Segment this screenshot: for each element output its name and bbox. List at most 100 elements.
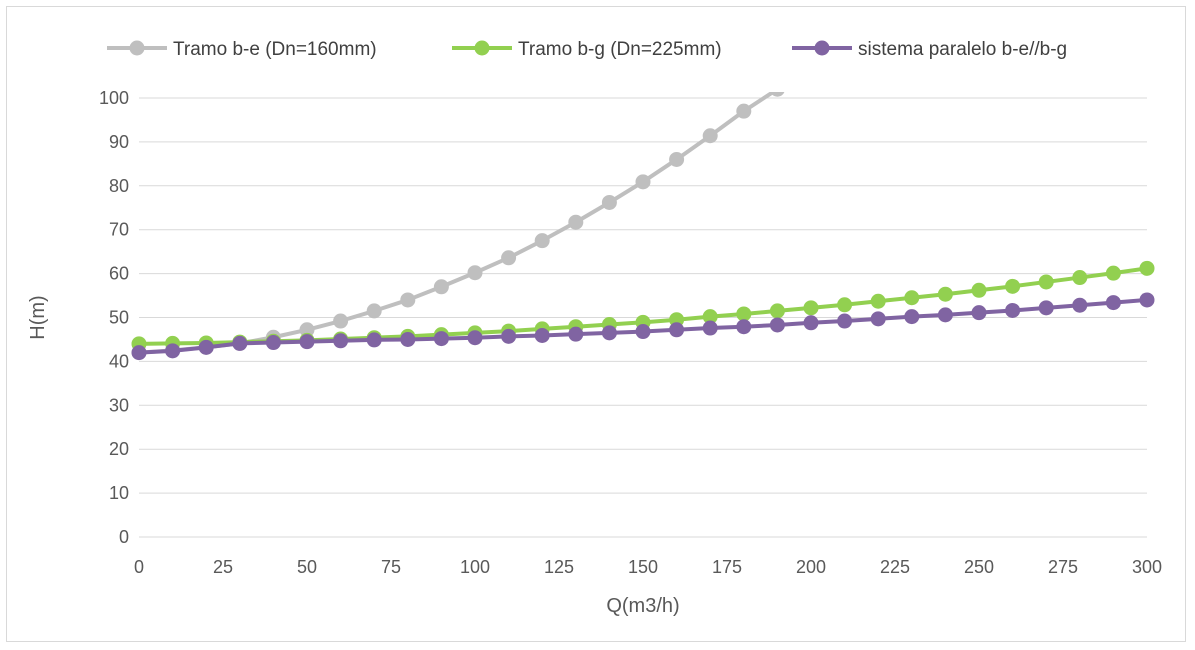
data-point xyxy=(199,340,214,355)
y-tick-label: 70 xyxy=(109,220,129,240)
legend-item: Tramo b-e (Dn=160mm) xyxy=(107,39,377,60)
y-tick-label: 40 xyxy=(109,351,129,371)
y-tick-label: 30 xyxy=(109,395,129,415)
data-point xyxy=(938,287,953,302)
data-point xyxy=(132,345,147,360)
y-axis-ticks: 0 10 20 30 40 50 60 70 80 90 100 xyxy=(99,88,129,547)
data-point xyxy=(300,334,315,349)
x-tick-label: 175 xyxy=(712,557,742,577)
x-tick-label: 0 xyxy=(134,557,144,577)
data-point xyxy=(568,327,583,342)
data-point xyxy=(636,174,651,189)
line-chart: 0 10 20 30 40 50 60 70 80 90 100 0 25 50 75 100 125 150 1… xyxy=(7,7,1187,643)
data-point xyxy=(434,331,449,346)
x-tick-label: 300 xyxy=(1132,557,1162,577)
x-tick-label: 125 xyxy=(544,557,574,577)
data-point xyxy=(770,317,785,332)
legend-label: Tramo b-g (Dn=225mm) xyxy=(518,39,722,60)
data-point xyxy=(333,333,348,348)
data-point xyxy=(1140,292,1155,307)
data-point xyxy=(165,343,180,358)
data-point xyxy=(468,330,483,345)
y-tick-label: 10 xyxy=(109,483,129,503)
x-tick-label: 25 xyxy=(213,557,233,577)
data-point xyxy=(636,324,651,339)
y-tick-label: 0 xyxy=(119,527,129,547)
data-point xyxy=(232,336,247,351)
chart-area: 0 10 20 30 40 50 60 70 80 90 100 0 25 50 75 100 125 150 1… xyxy=(6,6,1186,642)
data-point xyxy=(400,332,415,347)
data-point xyxy=(400,292,415,307)
data-point xyxy=(1005,303,1020,318)
x-tick-label: 275 xyxy=(1048,557,1078,577)
data-point xyxy=(266,335,281,350)
x-axis-title: Q(m3/h) xyxy=(606,595,679,617)
data-point xyxy=(904,290,919,305)
legend-marker xyxy=(475,41,490,56)
data-point xyxy=(1140,261,1155,276)
data-point xyxy=(468,265,483,280)
data-point xyxy=(904,309,919,324)
x-tick-label: 250 xyxy=(964,557,994,577)
data-point xyxy=(535,328,550,343)
data-point xyxy=(804,300,819,315)
data-point xyxy=(1039,300,1054,315)
data-point xyxy=(804,315,819,330)
legend-item: Tramo b-g (Dn=225mm) xyxy=(452,39,722,60)
data-point xyxy=(703,321,718,336)
data-point xyxy=(770,303,785,318)
data-point xyxy=(770,82,785,97)
data-point xyxy=(837,314,852,329)
data-point xyxy=(1106,266,1121,281)
x-tick-label: 100 xyxy=(460,557,490,577)
data-point xyxy=(1072,270,1087,285)
data-point xyxy=(972,283,987,298)
legend-label: sistema paralelo b-e//b-g xyxy=(858,39,1067,60)
data-point xyxy=(669,152,684,167)
legend-label: Tramo b-e (Dn=160mm) xyxy=(173,39,377,60)
y-tick-label: 50 xyxy=(109,308,129,328)
y-tick-label: 90 xyxy=(109,132,129,152)
legend-marker xyxy=(130,41,145,56)
series-3 xyxy=(132,292,1155,360)
data-point xyxy=(837,297,852,312)
x-tick-label: 75 xyxy=(381,557,401,577)
data-point xyxy=(972,305,987,320)
y-tick-label: 20 xyxy=(109,439,129,459)
data-point xyxy=(602,195,617,210)
legend-item: sistema paralelo b-e//b-g xyxy=(792,39,1067,60)
y-tick-label: 60 xyxy=(109,264,129,284)
legend: Tramo b-e (Dn=160mm) Tramo b-g (Dn=225mm)… xyxy=(107,39,1067,60)
x-axis-ticks: 0 25 50 75 100 125 150 175 200 225 250 275 300 xyxy=(134,557,1162,577)
data-point xyxy=(1106,295,1121,310)
data-point xyxy=(1005,279,1020,294)
data-point xyxy=(602,325,617,340)
data-point xyxy=(871,311,886,326)
data-point xyxy=(367,332,382,347)
y-tick-label: 100 xyxy=(99,88,129,108)
data-point xyxy=(367,303,382,318)
data-point xyxy=(1039,274,1054,289)
x-tick-label: 225 xyxy=(880,557,910,577)
x-tick-label: 50 xyxy=(297,557,317,577)
x-tick-label: 200 xyxy=(796,557,826,577)
data-point xyxy=(501,250,516,265)
data-point xyxy=(1072,298,1087,313)
data-point xyxy=(501,329,516,344)
y-tick-label: 80 xyxy=(109,176,129,196)
data-point xyxy=(434,279,449,294)
series-line xyxy=(139,89,777,352)
data-point xyxy=(736,319,751,334)
data-point xyxy=(568,215,583,230)
series-layer xyxy=(132,82,1155,360)
data-point xyxy=(333,314,348,329)
data-point xyxy=(938,307,953,322)
y-axis-title: H(m) xyxy=(27,295,49,339)
data-point xyxy=(669,322,684,337)
data-point xyxy=(535,233,550,248)
legend-marker xyxy=(815,41,830,56)
data-point xyxy=(871,294,886,309)
data-point xyxy=(703,128,718,143)
data-point xyxy=(736,104,751,119)
x-tick-label: 150 xyxy=(628,557,658,577)
